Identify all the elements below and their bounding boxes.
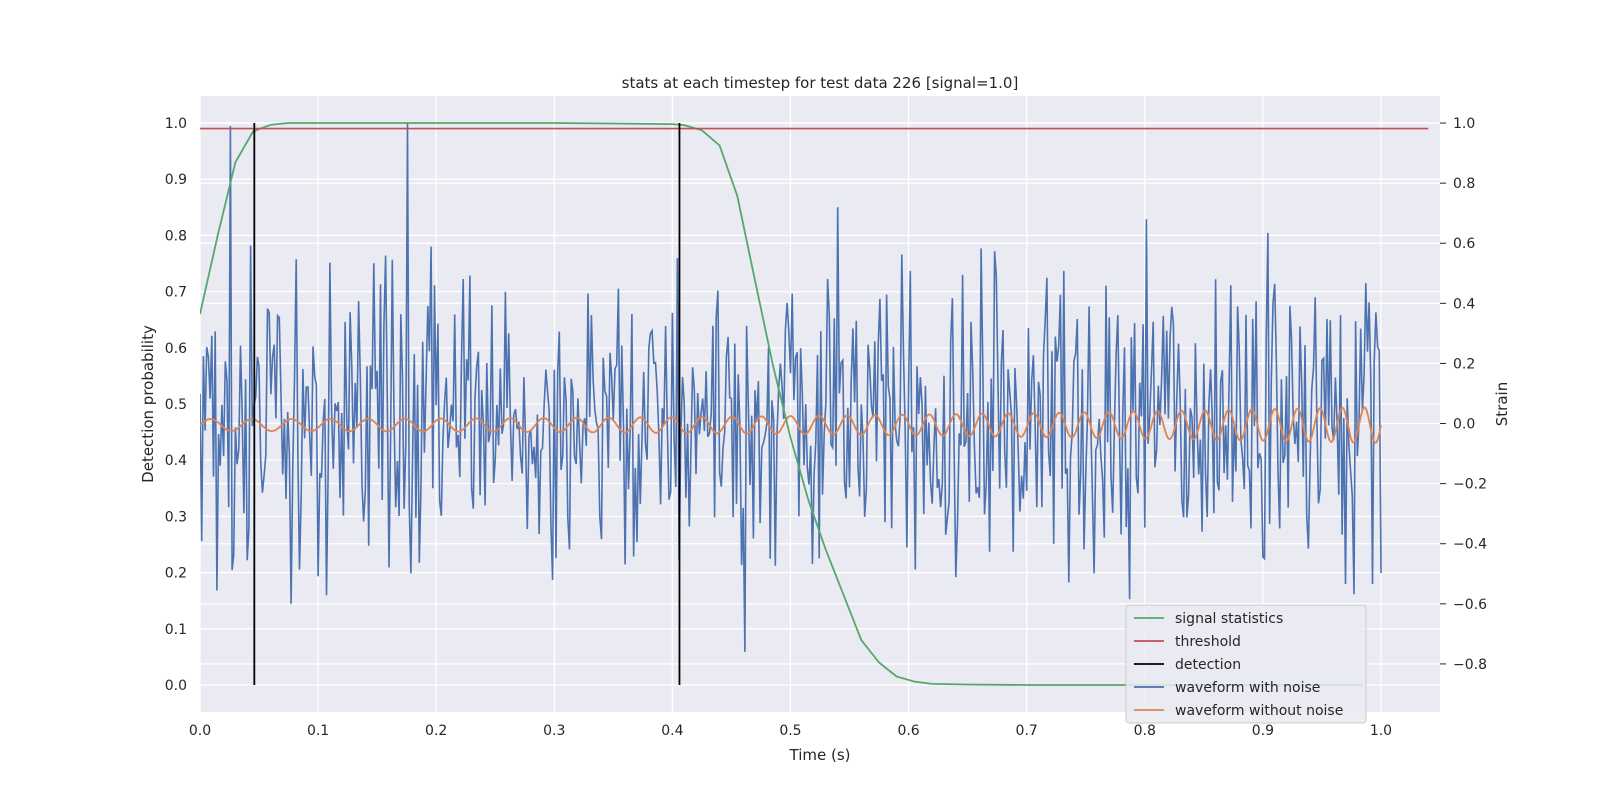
legend-label: detection — [1175, 657, 1241, 673]
x-tick-label: 1.0 — [1370, 723, 1392, 739]
y-axis-label-right: Strain — [1493, 382, 1511, 426]
x-tick-label: 0.3 — [543, 723, 565, 739]
y-tick-label-left: 0.1 — [165, 622, 187, 638]
x-axis-label: Time (s) — [789, 746, 851, 764]
y-tick-label-right: −0.2 — [1453, 477, 1487, 493]
y-tick-label-right: −0.4 — [1453, 537, 1487, 553]
legend-box — [1125, 604, 1367, 724]
ticks: 0.0 0.1 0.2 0.3 0.4 0.5 0.6 0.7 0.8 0.9 1.0 0.0 0.1 0… — [165, 116, 1487, 739]
series-waveform-with-noise — [200, 122, 1382, 652]
y-tick-label-left: 0.3 — [165, 509, 187, 525]
x-tick-label: 0.6 — [897, 723, 919, 739]
legend-label: threshold — [1175, 634, 1241, 650]
legend-label: signal statistics — [1175, 611, 1283, 627]
y-tick-label-left: 0.9 — [165, 172, 187, 188]
chart-title: stats at each timestep for test data 226… — [622, 74, 1019, 92]
series-signal-statistics — [200, 122, 1364, 686]
y-tick-label-left: 0.2 — [165, 566, 187, 582]
legend-label: waveform with noise — [1175, 680, 1320, 696]
y-tick-label-right: 0.8 — [1453, 176, 1475, 192]
y-tick-label-right: 0.0 — [1453, 417, 1475, 433]
y-tick-label-right: 1.0 — [1453, 116, 1475, 132]
y-tick-label-left: 1.0 — [165, 116, 187, 132]
y-axis-label-left: Detection probability — [139, 325, 157, 483]
y-tick-label-right: 0.6 — [1453, 236, 1475, 252]
plot-area — [200, 122, 1429, 686]
y-tick-label-right: 0.4 — [1453, 296, 1475, 312]
y-tick-label-left: 0.4 — [165, 453, 187, 469]
x-tick-label: 0.4 — [661, 723, 683, 739]
y-tick-label-right: −0.6 — [1453, 597, 1487, 613]
y-tick-label-left: 0.5 — [165, 397, 187, 413]
x-tick-label: 0.2 — [425, 723, 447, 739]
x-tick-label: 0.0 — [189, 723, 211, 739]
x-tick-label: 0.8 — [1134, 723, 1156, 739]
legend-label: waveform without noise — [1175, 703, 1343, 719]
y-tick-label-left: 0.6 — [165, 341, 187, 357]
y-tick-label-right: −0.8 — [1453, 657, 1487, 673]
x-tick-label: 0.9 — [1252, 723, 1274, 739]
x-tick-label: 0.7 — [1016, 723, 1038, 739]
series-waveform-without-noise — [200, 406, 1382, 444]
y-tick-label-left: 0.7 — [165, 285, 187, 301]
y-tick-label-left: 0.8 — [165, 228, 187, 244]
y-tick-label-right: 0.2 — [1453, 356, 1475, 372]
x-tick-label: 0.1 — [307, 723, 329, 739]
x-tick-label: 0.5 — [779, 723, 801, 739]
y-tick-label-left: 0.0 — [165, 678, 187, 694]
legend: signal statistics threshold detection wavef… — [1125, 604, 1367, 724]
